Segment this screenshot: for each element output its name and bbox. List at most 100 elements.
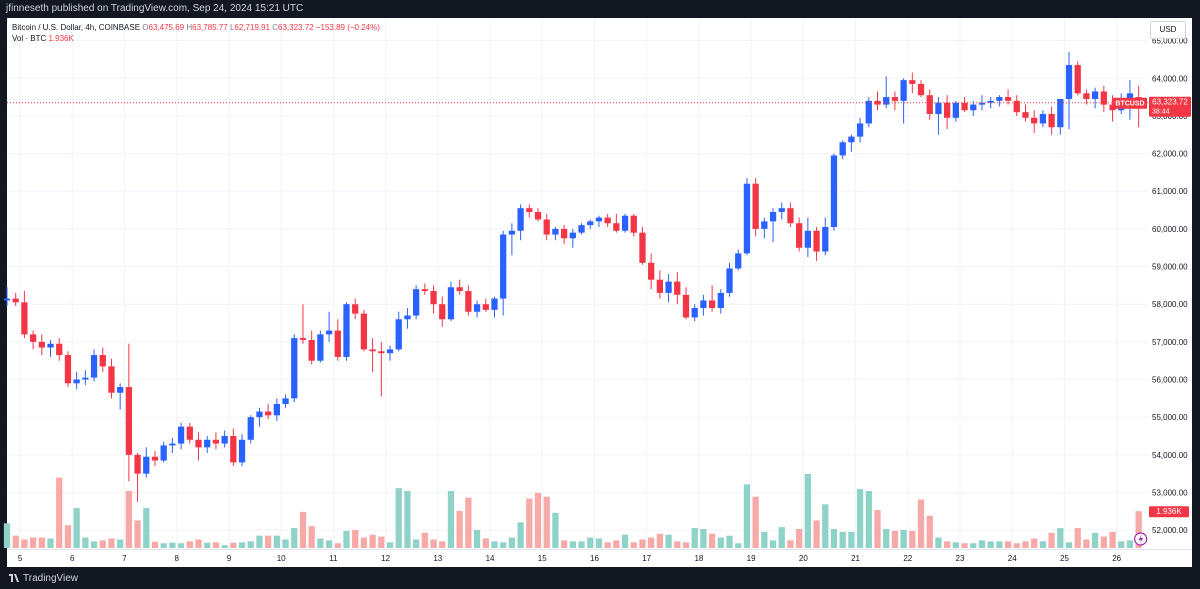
candle-body xyxy=(769,211,777,222)
volume-bar xyxy=(552,512,559,548)
volume-bar xyxy=(482,538,489,548)
high-label: H xyxy=(186,23,193,32)
volume-bar xyxy=(796,529,803,548)
candle-body xyxy=(735,253,742,269)
volume-bar xyxy=(604,542,611,548)
candle-body xyxy=(134,454,141,474)
volume-bar xyxy=(578,541,585,548)
volume-bar xyxy=(569,541,576,548)
volume-bar xyxy=(177,543,185,548)
volume-bar xyxy=(682,542,690,548)
candle-body xyxy=(47,343,54,348)
volume-bar xyxy=(369,534,376,548)
time-tick-label: 13 xyxy=(433,554,442,563)
last-price-label: 63,323.72 xyxy=(1152,98,1188,107)
candle-body xyxy=(578,225,585,233)
candle-body xyxy=(369,349,376,352)
candle-body xyxy=(691,307,698,318)
high-value: 63,785.77 xyxy=(192,23,228,32)
volume-bar xyxy=(404,491,411,548)
candle-body xyxy=(656,279,664,293)
candle-body xyxy=(500,234,507,299)
published-info: jfinneseth published on TradingView.com,… xyxy=(6,3,304,14)
volume-label[interactable]: Vol · BTC xyxy=(12,34,47,43)
time-tick-labels: 5 6 7 8 9 10 11 12 13 14 15 16 17 18 19 20 21 22 23 24 25 26 xyxy=(18,554,1122,563)
volume-bar xyxy=(621,534,629,548)
volume-bar xyxy=(996,541,1003,548)
volume-bar xyxy=(82,537,89,548)
candle-body xyxy=(761,221,768,229)
candle-body xyxy=(508,230,516,235)
volume-bar xyxy=(648,537,655,548)
candle-body xyxy=(517,208,524,231)
volume-bar xyxy=(822,504,829,548)
candle-body xyxy=(587,221,594,226)
candle-body xyxy=(1048,114,1055,128)
time-tick-label: 7 xyxy=(122,554,127,563)
time-axis[interactable] xyxy=(7,549,1192,568)
volume-bar xyxy=(839,531,846,548)
volume-bar xyxy=(1039,541,1047,548)
candle-body xyxy=(970,104,977,111)
candle-body xyxy=(1013,100,1020,113)
candle-body xyxy=(595,217,603,222)
currency-selector[interactable]: USD xyxy=(1150,21,1186,39)
volume-bar xyxy=(56,477,63,548)
volume-bar xyxy=(212,542,220,548)
candle-body xyxy=(265,411,272,416)
volume-bar xyxy=(421,532,428,548)
candle-body xyxy=(64,355,72,384)
volume-bar xyxy=(29,537,37,548)
time-tick-label: 19 xyxy=(747,554,756,563)
volume-bar xyxy=(935,537,942,548)
candle-body xyxy=(117,387,124,393)
candle-body xyxy=(1031,117,1038,124)
symbol-tag[interactable] xyxy=(1113,97,1147,109)
volume-bar xyxy=(595,538,603,548)
time-tick-label: 16 xyxy=(590,554,599,563)
candle-body xyxy=(447,287,455,320)
volume-bar xyxy=(534,492,542,548)
price-tick-label: 61,000.00 xyxy=(1152,187,1188,196)
volume-bar xyxy=(813,520,820,548)
time-tick-label: 26 xyxy=(1112,554,1121,563)
tradingview-logo[interactable]: TradingView xyxy=(9,573,78,584)
lightning-bolt-glyph xyxy=(1138,534,1144,544)
candle-body xyxy=(944,102,951,118)
candle-body xyxy=(473,304,481,312)
volume-bar xyxy=(265,535,272,548)
bar-countdown-label: 38:44 xyxy=(1152,109,1170,116)
candle-body xyxy=(987,100,994,103)
volume-bar xyxy=(413,539,420,548)
candle-body xyxy=(352,304,359,314)
volume-bar xyxy=(900,529,907,548)
candle-body xyxy=(160,445,167,461)
candle-body xyxy=(386,349,394,354)
volume-bar xyxy=(517,522,524,548)
volume-bar xyxy=(961,543,968,548)
last-volume-label: 1.936K xyxy=(1156,507,1182,516)
volume-bar xyxy=(47,538,54,548)
volume-bar xyxy=(465,497,472,548)
candle-body xyxy=(404,315,411,320)
volume-bar xyxy=(21,539,28,548)
ohlc-legend-row: Bitcoin / U.S. Dollar, 4h, COINBASE O63,… xyxy=(12,22,380,33)
volume-bar xyxy=(865,491,872,548)
volume-bar xyxy=(735,543,742,548)
candle-body xyxy=(12,298,19,303)
low-value: 62,719.91 xyxy=(234,23,270,32)
volume-legend-row: Vol · BTC 1.936K xyxy=(12,33,380,44)
footer-bar xyxy=(0,567,1200,589)
candle-body xyxy=(752,183,759,229)
candle-body xyxy=(952,102,959,118)
candle-body xyxy=(552,228,559,235)
volume-bar xyxy=(752,496,759,548)
time-tick-label: 21 xyxy=(851,554,860,563)
candle-body xyxy=(230,436,237,463)
volume-bar xyxy=(665,534,672,548)
price-tick-label: 53,000.00 xyxy=(1152,489,1188,498)
candle-body xyxy=(996,97,1003,101)
symbol-title[interactable]: Bitcoin / U.S. Dollar, 4h, COINBASE xyxy=(12,23,141,32)
candle-body xyxy=(534,211,542,220)
volume-bar xyxy=(1135,511,1142,548)
